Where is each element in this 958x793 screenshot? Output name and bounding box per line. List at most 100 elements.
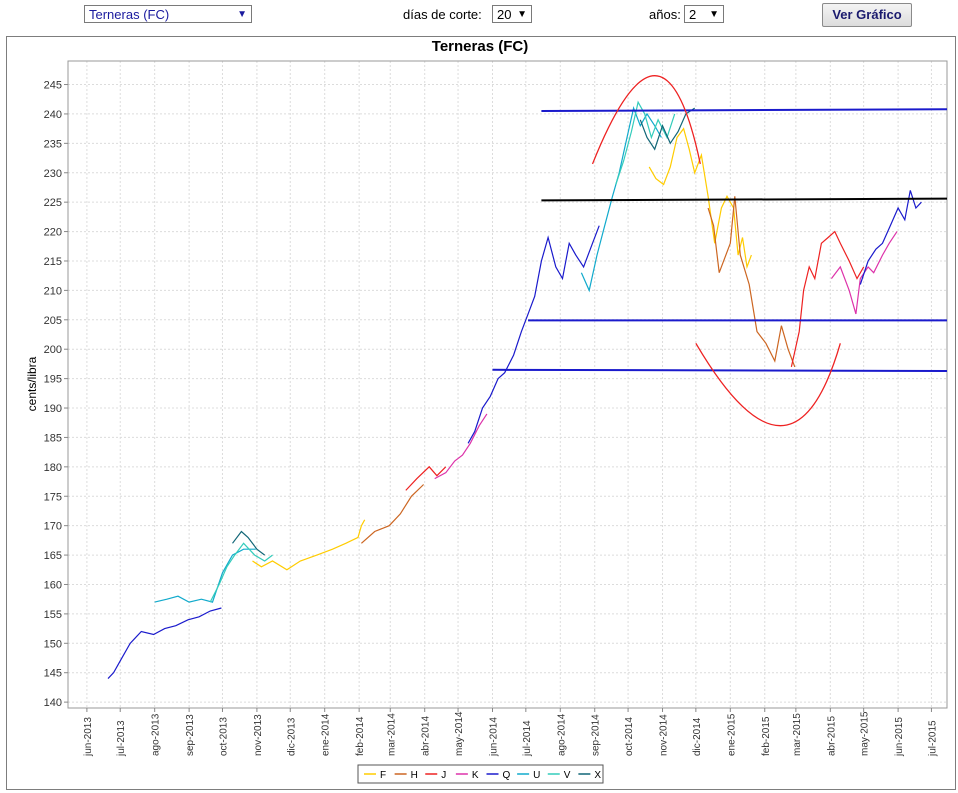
y-tick-label: 165 (44, 550, 62, 562)
legend-label: H (411, 770, 418, 781)
series-line-v (209, 542, 273, 603)
series-line-h (707, 196, 796, 368)
x-tick-label: ago-2014 (556, 713, 567, 756)
x-tick-label: mar-2015 (792, 713, 803, 756)
legend-label: Q (503, 770, 511, 781)
y-axis: 140 145 150 155 160 165 170 175 180 185 190 195 200 2… (44, 80, 68, 709)
trend-line (492, 368, 948, 372)
y-tick-label: 240 (44, 109, 62, 121)
series-line-f (252, 519, 366, 571)
legend-label: K (472, 770, 479, 781)
y-tick-label: 160 (44, 579, 62, 591)
y-tick-label: 210 (44, 285, 62, 297)
legend-label: X (594, 770, 601, 781)
x-tick-label: jul-2014 (522, 720, 533, 757)
series-line-f (648, 127, 752, 270)
chevron-down-icon: ▼ (237, 9, 247, 20)
x-tick-label: jun-2015 (894, 717, 905, 757)
x-tick-label: ene-2014 (321, 713, 332, 756)
x-tick-label: oct-2014 (624, 717, 635, 756)
x-tick-label: ene-2015 (726, 713, 737, 756)
x-tick-label: jun-2014 (488, 717, 499, 757)
y-tick-label: 200 (44, 344, 62, 356)
dias-select[interactable]: 20 ▼ (492, 5, 532, 23)
product-select-value: Terneras (FC) (89, 7, 170, 22)
x-tick-label: dic-2013 (286, 717, 297, 756)
x-tick-label: nov-2014 (659, 714, 670, 756)
x-tick-label: may-2015 (860, 711, 871, 756)
chevron-down-icon: ▼ (709, 9, 719, 20)
y-tick-label: 145 (44, 668, 62, 680)
y-tick-label: 230 (44, 168, 62, 180)
series-line-j (405, 465, 447, 491)
y-tick-label: 170 (44, 521, 62, 533)
y-tick-label: 220 (44, 227, 62, 239)
dias-label: días de corte: (403, 7, 482, 22)
x-tick-label: jun-2013 (83, 717, 94, 757)
y-tick-label: 225 (44, 197, 62, 209)
x-tick-label: mar-2014 (386, 713, 397, 756)
x-tick-label: nov-2013 (253, 714, 264, 756)
y-tick-label: 150 (44, 638, 62, 650)
x-tick-label: sep-2014 (591, 714, 602, 756)
series-line-x (232, 530, 266, 556)
x-tick-label: abr-2014 (421, 716, 432, 756)
x-tick-label: jul-2013 (116, 720, 127, 757)
ver-grafico-button[interactable]: Ver Gráfico (822, 3, 912, 27)
y-tick-label: 155 (44, 609, 62, 621)
y-tick-label: 195 (44, 374, 62, 386)
anos-select-value: 2 (689, 7, 697, 22)
y-tick-label: 180 (44, 462, 62, 474)
dias-select-value: 20 (497, 7, 512, 22)
x-tick-label: oct-2013 (218, 717, 229, 756)
series-line-x (639, 107, 696, 151)
y-tick-label: 175 (44, 491, 62, 503)
anos-select[interactable]: 2 ▼ (684, 5, 724, 23)
x-tick-label: dic-2014 (692, 717, 703, 756)
plot-area (67, 60, 948, 709)
y-axis-label: cents/libra (25, 356, 39, 411)
legend-label: J (441, 770, 446, 781)
y-tick-label: 235 (44, 138, 62, 150)
curve-annotation (695, 342, 841, 427)
series-line-u (154, 548, 256, 603)
x-tick-label: ago-2013 (151, 713, 162, 756)
series-line-q (467, 225, 600, 444)
series-line-v (615, 100, 676, 185)
annotations (492, 75, 948, 427)
y-tick-label: 245 (44, 80, 62, 92)
legend-box (357, 764, 604, 784)
toolbar: Terneras (FC) ▼ días de corte: 20 ▼ años… (0, 0, 958, 34)
chart-title: Terneras (FC) (432, 38, 528, 55)
series-line-k (434, 413, 488, 480)
product-select[interactable]: Terneras (FC) ▼ (84, 5, 252, 23)
x-tick-label: feb-2014 (355, 716, 366, 756)
x-axis: jun-2013 jul-2013 ago-2013 sep-2013 oct-2013… (83, 708, 938, 757)
x-tick-label: sep-2013 (185, 714, 196, 756)
series-lines (107, 100, 922, 680)
anos-label: años: (649, 7, 681, 22)
series-line-q (859, 190, 922, 285)
legend-label: U (533, 770, 540, 781)
curve-annotation (591, 75, 701, 165)
chevron-down-icon: ▼ (517, 9, 527, 20)
x-tick-label: feb-2015 (761, 716, 772, 756)
y-tick-label: 215 (44, 256, 62, 268)
series-line-q (107, 607, 222, 680)
x-tick-label: abr-2015 (826, 716, 837, 756)
x-tick-label: jul-2015 (927, 720, 938, 757)
trend-line (541, 108, 948, 112)
chart-grid (68, 61, 947, 708)
legend-label: V (564, 770, 571, 781)
legend-label: F (380, 770, 386, 781)
y-tick-label: 190 (44, 403, 62, 415)
series-line-j (790, 230, 865, 368)
y-tick-label: 205 (44, 315, 62, 327)
series-line-h (361, 484, 425, 544)
trend-line (541, 197, 948, 202)
series-line-u (580, 106, 662, 293)
y-tick-label: 140 (44, 697, 62, 709)
x-tick-label: may-2014 (454, 711, 465, 756)
